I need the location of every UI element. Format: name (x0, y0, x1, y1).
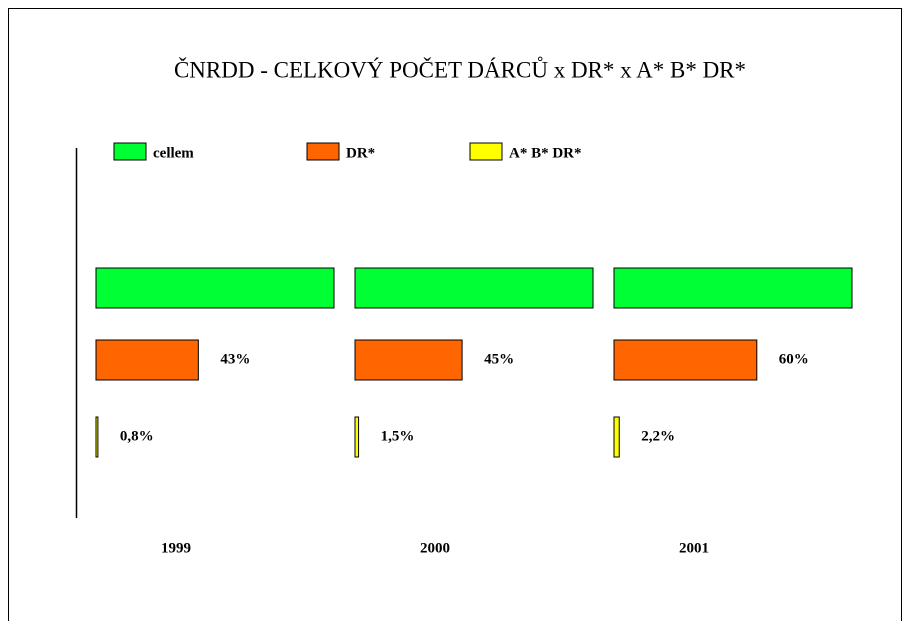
legend-swatch (469, 142, 503, 161)
category-label: 2001 (679, 540, 709, 556)
bar (354, 416, 360, 458)
bar (95, 416, 99, 458)
frame (8, 8, 902, 621)
value-label: 1,5% (381, 428, 415, 444)
bar (613, 339, 758, 381)
value-label: 43% (220, 351, 250, 367)
value-label: 45% (484, 351, 514, 367)
bar (354, 339, 463, 381)
legend-label: DR* (346, 145, 375, 161)
bar (354, 267, 594, 309)
bar (613, 416, 620, 458)
legend-label: A* B* DR* (509, 145, 582, 161)
bar (95, 339, 199, 381)
legend-swatch (306, 142, 340, 161)
chart-title: ČNRDD - CELKOVÝ POČET DÁRCŮ x DR* x A* B… (174, 56, 746, 82)
bar (613, 267, 853, 309)
value-label: 0,8% (120, 428, 154, 444)
value-label: 60% (779, 351, 809, 367)
category-label: 1999 (161, 540, 191, 556)
bar (95, 267, 335, 309)
category-label: 2000 (420, 540, 450, 556)
value-label: 2,2% (641, 428, 675, 444)
legend-label: cellem (153, 145, 194, 161)
legend-swatch (113, 142, 147, 161)
